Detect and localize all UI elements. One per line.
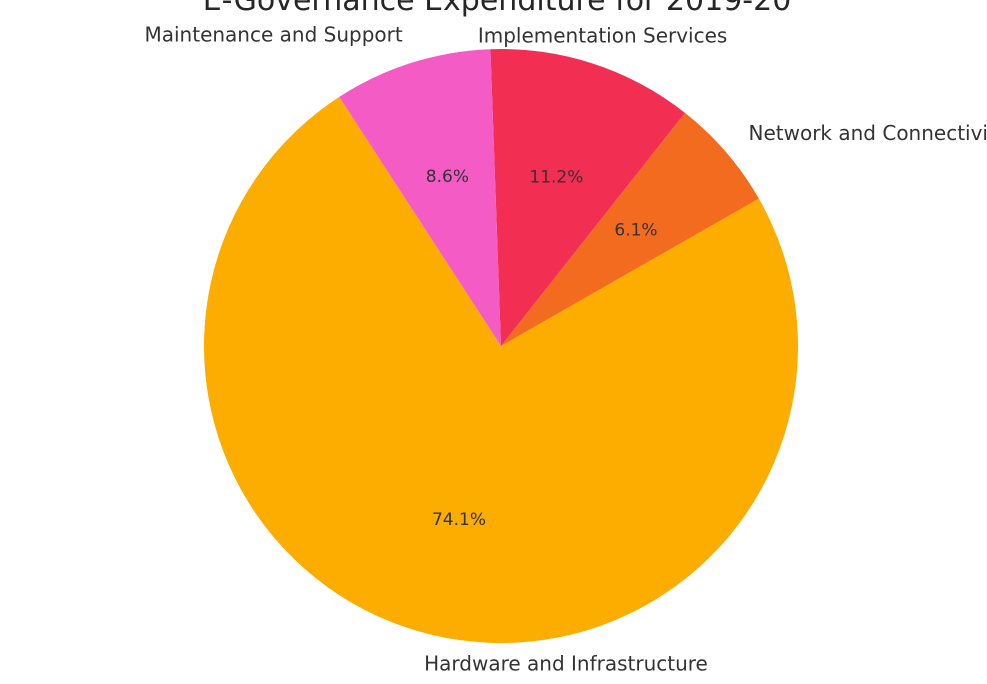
slice-label-network-and-connectivity: Network and Connectivity xyxy=(749,121,987,145)
slice-label-hardware-and-infrastructure: Hardware and Infrastructure xyxy=(424,652,708,676)
pie-slices xyxy=(203,49,798,643)
percent-labels: 74.1% 6.1% 11.2% 8.6% xyxy=(426,167,658,530)
pie-slice-hardware-and-infrastructure xyxy=(203,96,798,643)
slice-label-maintenance-and-support: Maintenance and Support xyxy=(144,23,402,47)
percent-label-hardware-and-infrastructure: 74.1% xyxy=(432,510,486,530)
pie-slice-implementation-services xyxy=(490,49,685,346)
slice-labels: Hardware and Infrastructure Network and C… xyxy=(144,23,987,676)
slice-label-implementation-services: Implementation Services xyxy=(478,24,728,48)
pie-slice-network-and-connectivity xyxy=(501,112,759,346)
percent-label-implementation-services: 11.2% xyxy=(529,168,583,188)
chart-title: E-Governance Expenditure for 2019-20 xyxy=(203,0,792,18)
percent-label-network-and-connectivity: 6.1% xyxy=(614,221,657,241)
pie-slice-maintenance-and-support xyxy=(339,49,501,346)
percent-label-maintenance-and-support: 8.6% xyxy=(426,167,469,187)
